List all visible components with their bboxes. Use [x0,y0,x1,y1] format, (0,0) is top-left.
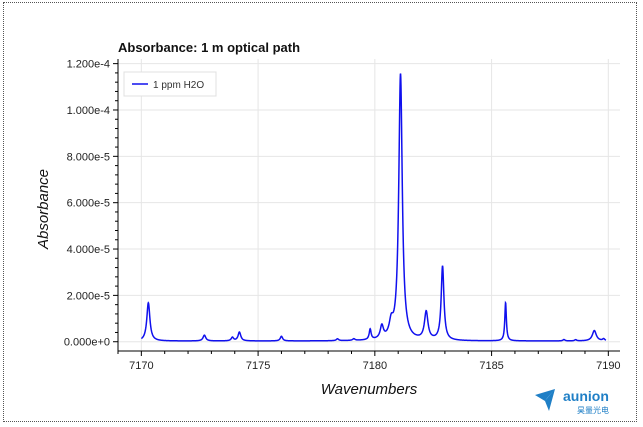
axes: 7170 7175 7180 7185 7190 0.000e+0 2.000e-5 4.00… [64,59,621,372]
x-tick-label: 7180 [363,360,387,372]
y-tick-label: 8.000e-5 [67,151,110,163]
x-tick-label: 7170 [129,360,153,372]
legend-label: 1 ppm H2O [153,80,204,91]
y-tick-label: 6.000e-5 [67,198,110,210]
logo-subtitle-text: 昊量光电 [577,405,609,415]
y-tick-label: 4.000e-5 [67,244,110,256]
logo-brand-text: aunion [563,388,609,404]
chart-title: Absorbance: 1 m optical path [118,40,300,55]
grid [118,59,620,351]
y-axis-label: Absorbance [35,169,52,250]
y-tick-label: 1.000e-4 [67,105,110,117]
x-tick-label: 7185 [479,360,503,372]
y-tick-label: 1.200e-4 [67,59,110,71]
logo-arrow-icon [535,389,555,411]
series-line-h2o [140,73,607,342]
aunion-logo: aunion 昊量光电 [535,388,609,415]
logo-arrow-highlight [545,389,555,401]
y-tick-label: 2.000e-5 [67,290,110,302]
chart-frame [3,2,637,422]
x-tick-label: 7190 [596,360,620,372]
legend: 1 ppm H2O [123,71,217,97]
series-layer [140,73,607,342]
x-tick-label: 7175 [246,360,270,372]
y-tick-label: 0.000e+0 [64,337,110,349]
x-axis-label: Wavenumbers [321,381,418,398]
